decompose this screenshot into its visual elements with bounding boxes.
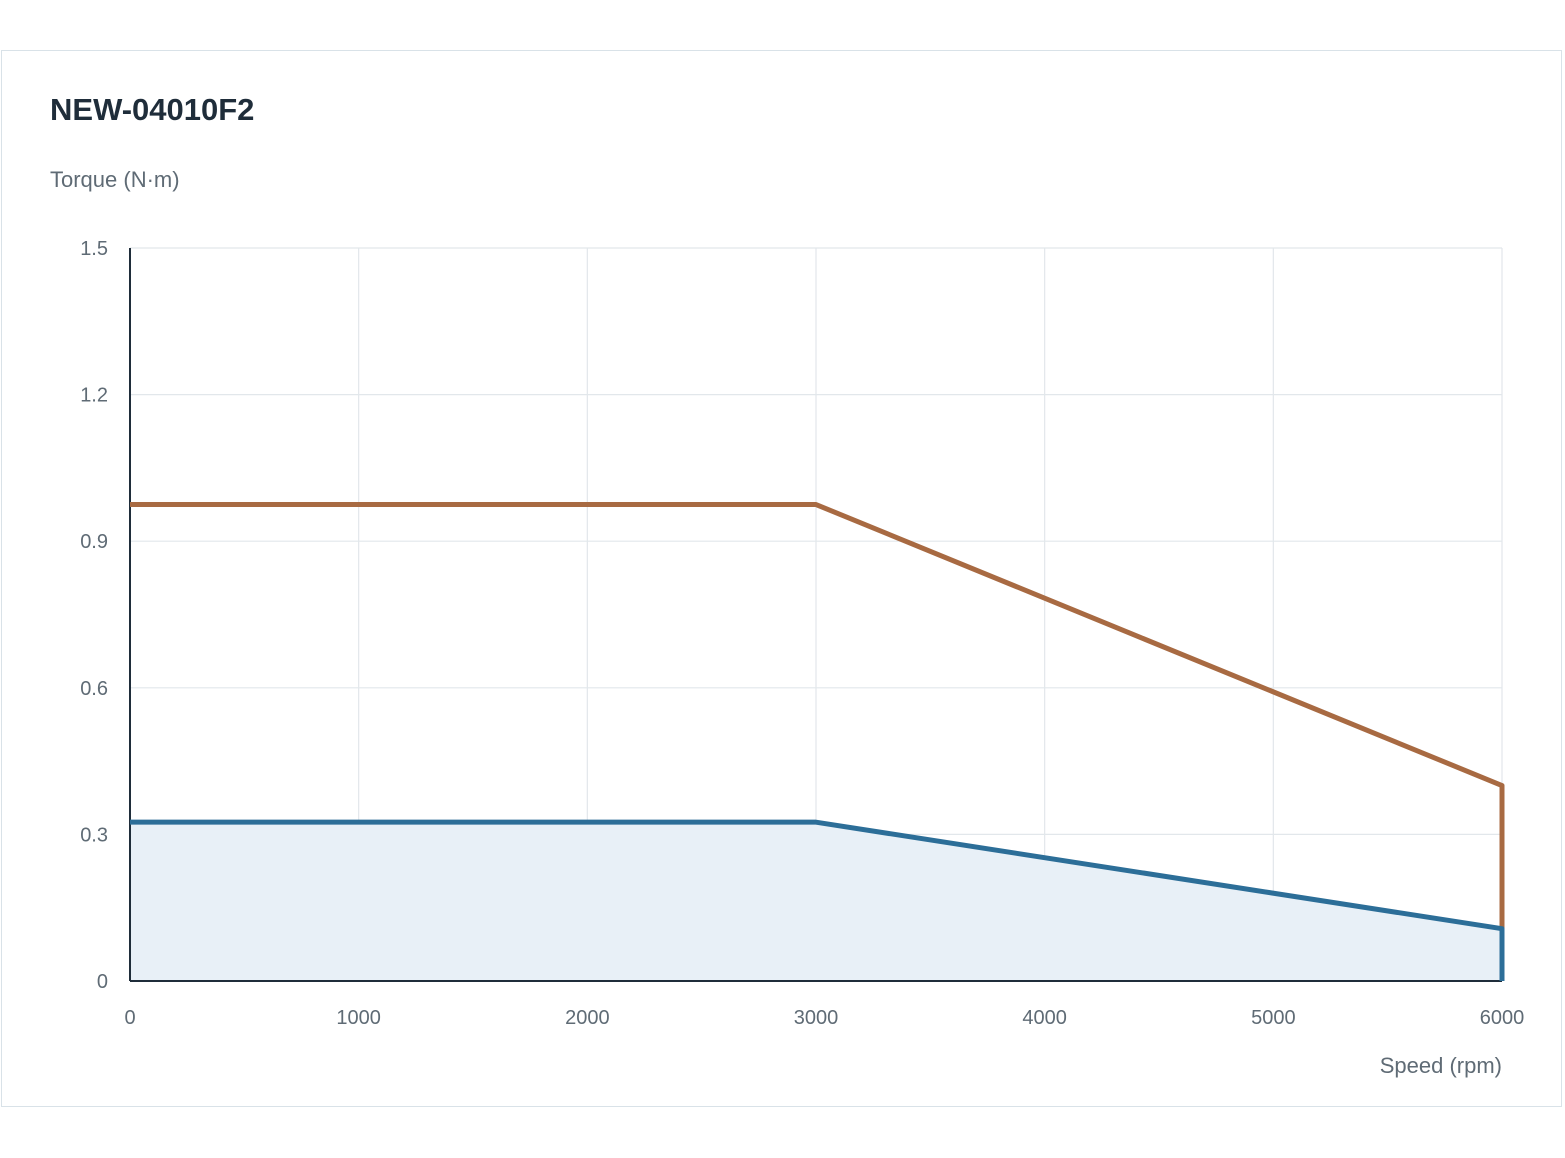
y-tick-label-1: 0.3 — [80, 824, 108, 846]
x-tick-label-3: 3000 — [794, 1007, 839, 1029]
x-tick-label-0: 0 — [124, 1007, 135, 1029]
x-tick-label-1: 1000 — [336, 1007, 381, 1029]
series-lines — [130, 502, 1505, 981]
y-tick-label-4: 1.2 — [80, 385, 108, 407]
y-tick-label-2: 0.6 — [80, 678, 108, 700]
x-tick-label-6: 6000 — [1480, 1007, 1525, 1029]
x-tick-label-4: 4000 — [1022, 1007, 1067, 1029]
y-tick-label-5: 1.5 — [80, 238, 108, 260]
y-axis-label: Torque (N·m) — [50, 167, 180, 192]
series-area-1 — [130, 822, 1502, 981]
tick-labels: 0 1000 2000 3000 4000 5000 6000 0 0.3 0.6 0.9 1.2 1.… — [80, 238, 1524, 1029]
x-tick-label-5: 5000 — [1251, 1007, 1296, 1029]
area-fills — [130, 822, 1502, 981]
series-line-0 — [130, 502, 1505, 981]
y-tick-label-3: 0.9 — [80, 531, 108, 553]
chart-title: NEW-04010F2 — [50, 92, 255, 127]
x-tick-label-2: 2000 — [565, 1007, 610, 1029]
x-axis-label: Speed (rpm) — [1379, 1053, 1502, 1078]
y-tick-label-0: 0 — [97, 971, 108, 993]
axes — [129, 248, 1502, 982]
series-line-1 — [130, 819, 1505, 981]
